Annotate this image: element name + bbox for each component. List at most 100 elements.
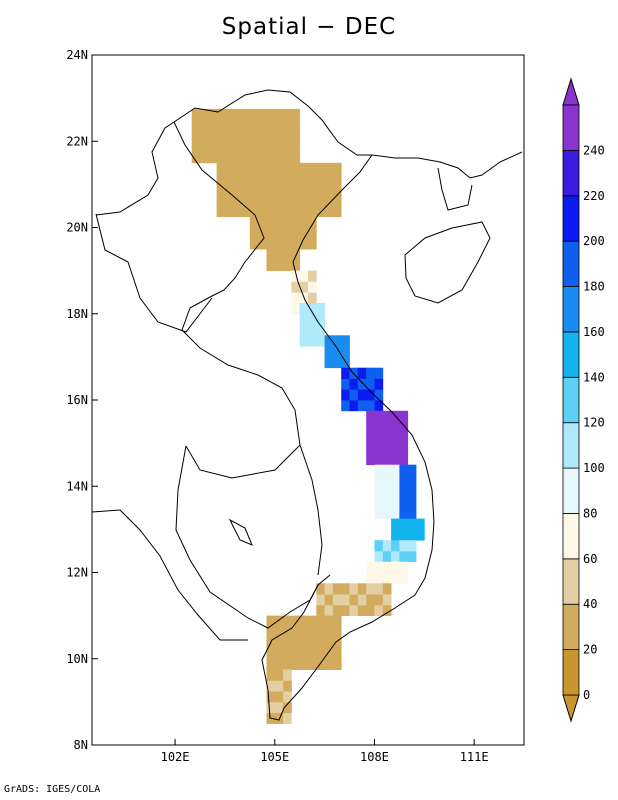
grid-cell (249, 216, 259, 228)
grid-cell (308, 184, 317, 196)
colorbar-swatch (562, 104, 580, 151)
grid-cell (308, 270, 317, 282)
grid-cell (283, 626, 292, 638)
grid-cell (374, 550, 384, 563)
grid-cell (249, 205, 259, 218)
grid-cell (416, 529, 425, 541)
grid-cell (374, 464, 384, 476)
colorbar-swatch (562, 603, 580, 651)
colorbar-label: 120 (583, 416, 605, 430)
grid-cell (299, 615, 309, 627)
grid-cell (274, 205, 284, 218)
grid-cell (324, 604, 334, 616)
grid-cell (382, 475, 392, 487)
grid-cell (291, 637, 301, 649)
grid-cell (399, 561, 409, 573)
grid-cell (357, 594, 367, 606)
grid-cell (224, 205, 234, 218)
grid-cell (208, 119, 217, 131)
grid-cell (374, 540, 384, 552)
grid-cell (366, 367, 375, 379)
grid-cell (374, 421, 384, 433)
grid-cell (258, 108, 267, 121)
grid-cell (224, 173, 234, 185)
grid-cell (324, 205, 334, 218)
grid-cell (357, 583, 367, 595)
grid-cell (299, 648, 309, 660)
grid-cell (332, 195, 342, 207)
map-title: Spatial − DEC (221, 14, 397, 40)
grid-cell (299, 658, 309, 670)
grid-cell (324, 356, 334, 369)
border-cambodia (185, 444, 301, 479)
colorbar-swatch (562, 240, 580, 287)
grid-cell (382, 432, 392, 444)
grid-cell (324, 173, 334, 185)
grid-cell (266, 162, 276, 174)
grid-cell (332, 346, 342, 358)
grid-cell (274, 249, 284, 261)
grid-cell (324, 626, 334, 638)
x-tick-label: 108E (360, 750, 389, 764)
coast-china (371, 151, 523, 179)
grid-cell (332, 594, 342, 606)
grid-cell (299, 281, 309, 293)
grid-cell (357, 367, 367, 379)
colorbar-over-arrow (562, 77, 580, 106)
grid-cell (316, 626, 325, 638)
grid-cell (249, 152, 259, 164)
grid-cell (391, 518, 400, 530)
grid-cell (216, 152, 226, 164)
grid-cell (407, 486, 417, 498)
y-tick-label: 22N (66, 134, 88, 148)
grid-cell (291, 227, 301, 239)
coastline-vietnam (261, 154, 435, 721)
grid-cell (233, 173, 242, 185)
border-thailand (95, 213, 213, 333)
grid-cell (283, 130, 292, 142)
grid-cell (274, 216, 284, 228)
grid-cell (191, 141, 201, 153)
grid-cell (291, 195, 301, 207)
colorbar-swatch (562, 422, 580, 469)
grid-cell (249, 195, 259, 207)
grid-cell (324, 335, 334, 347)
grid-cell (308, 205, 317, 218)
grid-cell (391, 572, 400, 584)
grid-cell (357, 389, 367, 401)
grid-cell (324, 594, 334, 606)
grid-cell (283, 119, 292, 131)
colorbar-label: 80 (583, 506, 597, 520)
grid-cell (249, 184, 259, 196)
colorbar-label: 140 (583, 370, 605, 384)
grid-cell (266, 184, 276, 196)
grid-cell (341, 335, 350, 347)
grid-cell (266, 615, 276, 627)
grid-cell (283, 249, 292, 261)
grid-cell (200, 141, 209, 153)
grid-cell (283, 648, 292, 660)
leizhou-peninsula (437, 167, 473, 211)
grid-cell (200, 119, 209, 131)
grid-cell (233, 130, 242, 142)
grid-cell (308, 313, 317, 325)
grid-cell (399, 550, 409, 563)
grid-cell (366, 421, 375, 433)
x-tick-label: 111E (460, 750, 489, 764)
grid-cell (299, 324, 309, 336)
grid-cell (407, 507, 417, 519)
grid-cell (332, 335, 342, 347)
grid-cell (249, 141, 259, 153)
grid-cell (332, 173, 342, 185)
grid-cell (324, 648, 334, 660)
grid-cell (258, 152, 267, 164)
grid-cell (391, 550, 400, 563)
grid-cell (266, 141, 276, 153)
grid-cell (283, 216, 292, 228)
colorbar-swatch (562, 195, 580, 242)
grid-cell (299, 195, 309, 207)
grid-cell (241, 195, 251, 207)
grid-cell (224, 119, 234, 131)
tonle-sap (228, 518, 253, 546)
grid-cell (382, 604, 392, 616)
